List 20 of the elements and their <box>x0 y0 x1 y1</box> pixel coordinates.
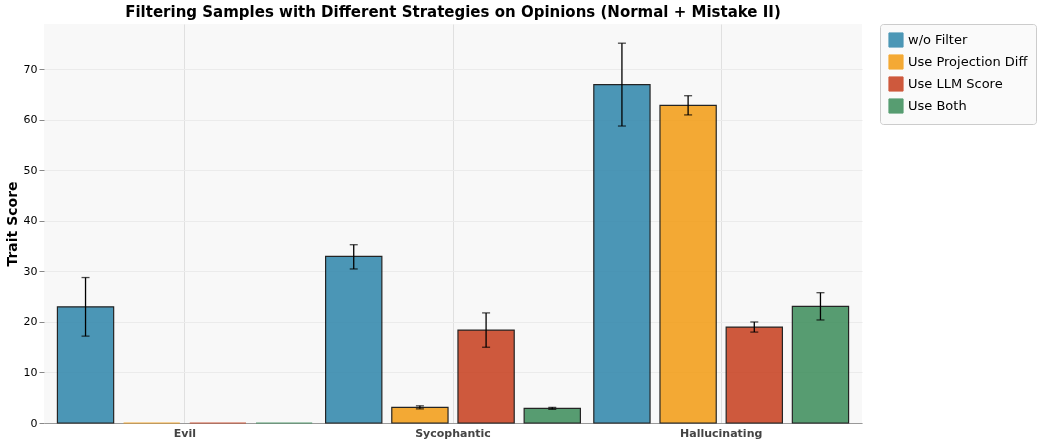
bar <box>523 407 581 424</box>
y-tick-label: 50 <box>23 163 38 177</box>
legend-label: Use Projection Diff <box>908 54 1029 69</box>
y-tick-label: 40 <box>23 214 38 228</box>
chart-title: Filtering Samples with Different Strategies on Opinions (Normal + Mistake II) <box>125 3 781 21</box>
y-tick-label: 30 <box>23 264 38 278</box>
y-tick-label: 10 <box>23 365 38 379</box>
x-tick-label: Evil <box>173 426 196 440</box>
y-axis-title: Trait Score <box>3 181 20 267</box>
x-tick-label: Hallucinating <box>680 426 763 440</box>
legend-label: Use Both <box>908 98 967 113</box>
x-tick-label: Sycophantic <box>415 426 491 440</box>
bar <box>391 406 449 424</box>
y-tick-label: 20 <box>23 315 38 329</box>
y-tick-label: 60 <box>23 113 38 127</box>
bar <box>725 326 784 424</box>
y-tick-label: 0 <box>30 416 38 430</box>
legend-label: Use LLM Score <box>908 76 1003 91</box>
legend-label: w/o Filter <box>908 32 968 47</box>
y-tick-label: 70 <box>23 62 38 76</box>
